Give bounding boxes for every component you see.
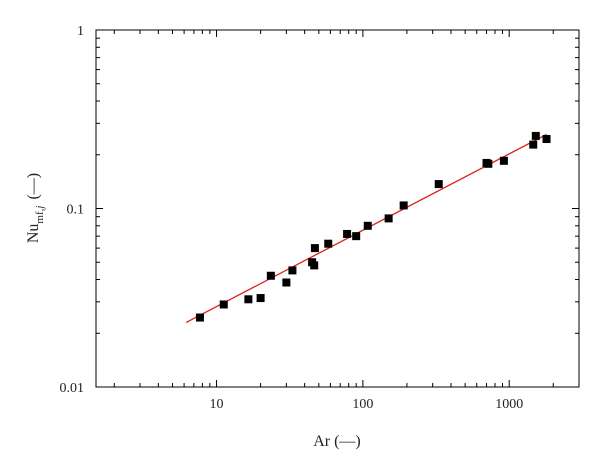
data-point: [343, 229, 352, 238]
data-point: [529, 140, 538, 149]
data-point: [542, 135, 551, 144]
data-point: [282, 278, 291, 287]
x-tick-label: 10: [210, 397, 224, 412]
x-tick-label: 100: [352, 397, 373, 412]
y-tick-labels: 0.01 0.1 1: [60, 24, 85, 396]
data-point: [434, 180, 443, 189]
data-point: [288, 266, 297, 275]
data-point: [256, 294, 265, 303]
data-point: [310, 261, 319, 270]
data-point: [219, 300, 228, 309]
y-axis-label-unit: (—): [25, 173, 42, 200]
data-point: [363, 221, 372, 230]
data-point: [484, 159, 493, 168]
data-point: [531, 131, 540, 140]
y-tick-label: 0.1: [67, 203, 85, 218]
x-tick-labels: 10 100 1000: [210, 397, 524, 412]
data-point: [324, 239, 333, 248]
y-axis-label: Numf,j (—): [25, 173, 46, 243]
data-point: [384, 214, 393, 223]
data-point: [244, 295, 253, 304]
y-tick-label: 0.01: [60, 381, 85, 396]
points-layer: [195, 131, 551, 322]
data-point: [310, 244, 319, 253]
data-point: [399, 201, 408, 210]
ticks: [96, 29, 580, 388]
data-point: [499, 156, 508, 165]
data-point: [266, 271, 275, 280]
y-tick-label: 1: [77, 24, 84, 39]
y-axis-label-main: Nu: [25, 224, 42, 244]
data-point: [195, 313, 204, 322]
x-axis-label: Ar (—): [313, 433, 361, 450]
x-tick-label: 1000: [495, 397, 523, 412]
data-point: [352, 232, 361, 241]
y-axis-label-subscript-italic: j: [34, 206, 46, 211]
plot-frame: [95, 29, 580, 388]
y-axis-label-subscript: mf,: [34, 208, 46, 223]
plot-area: [95, 29, 580, 388]
